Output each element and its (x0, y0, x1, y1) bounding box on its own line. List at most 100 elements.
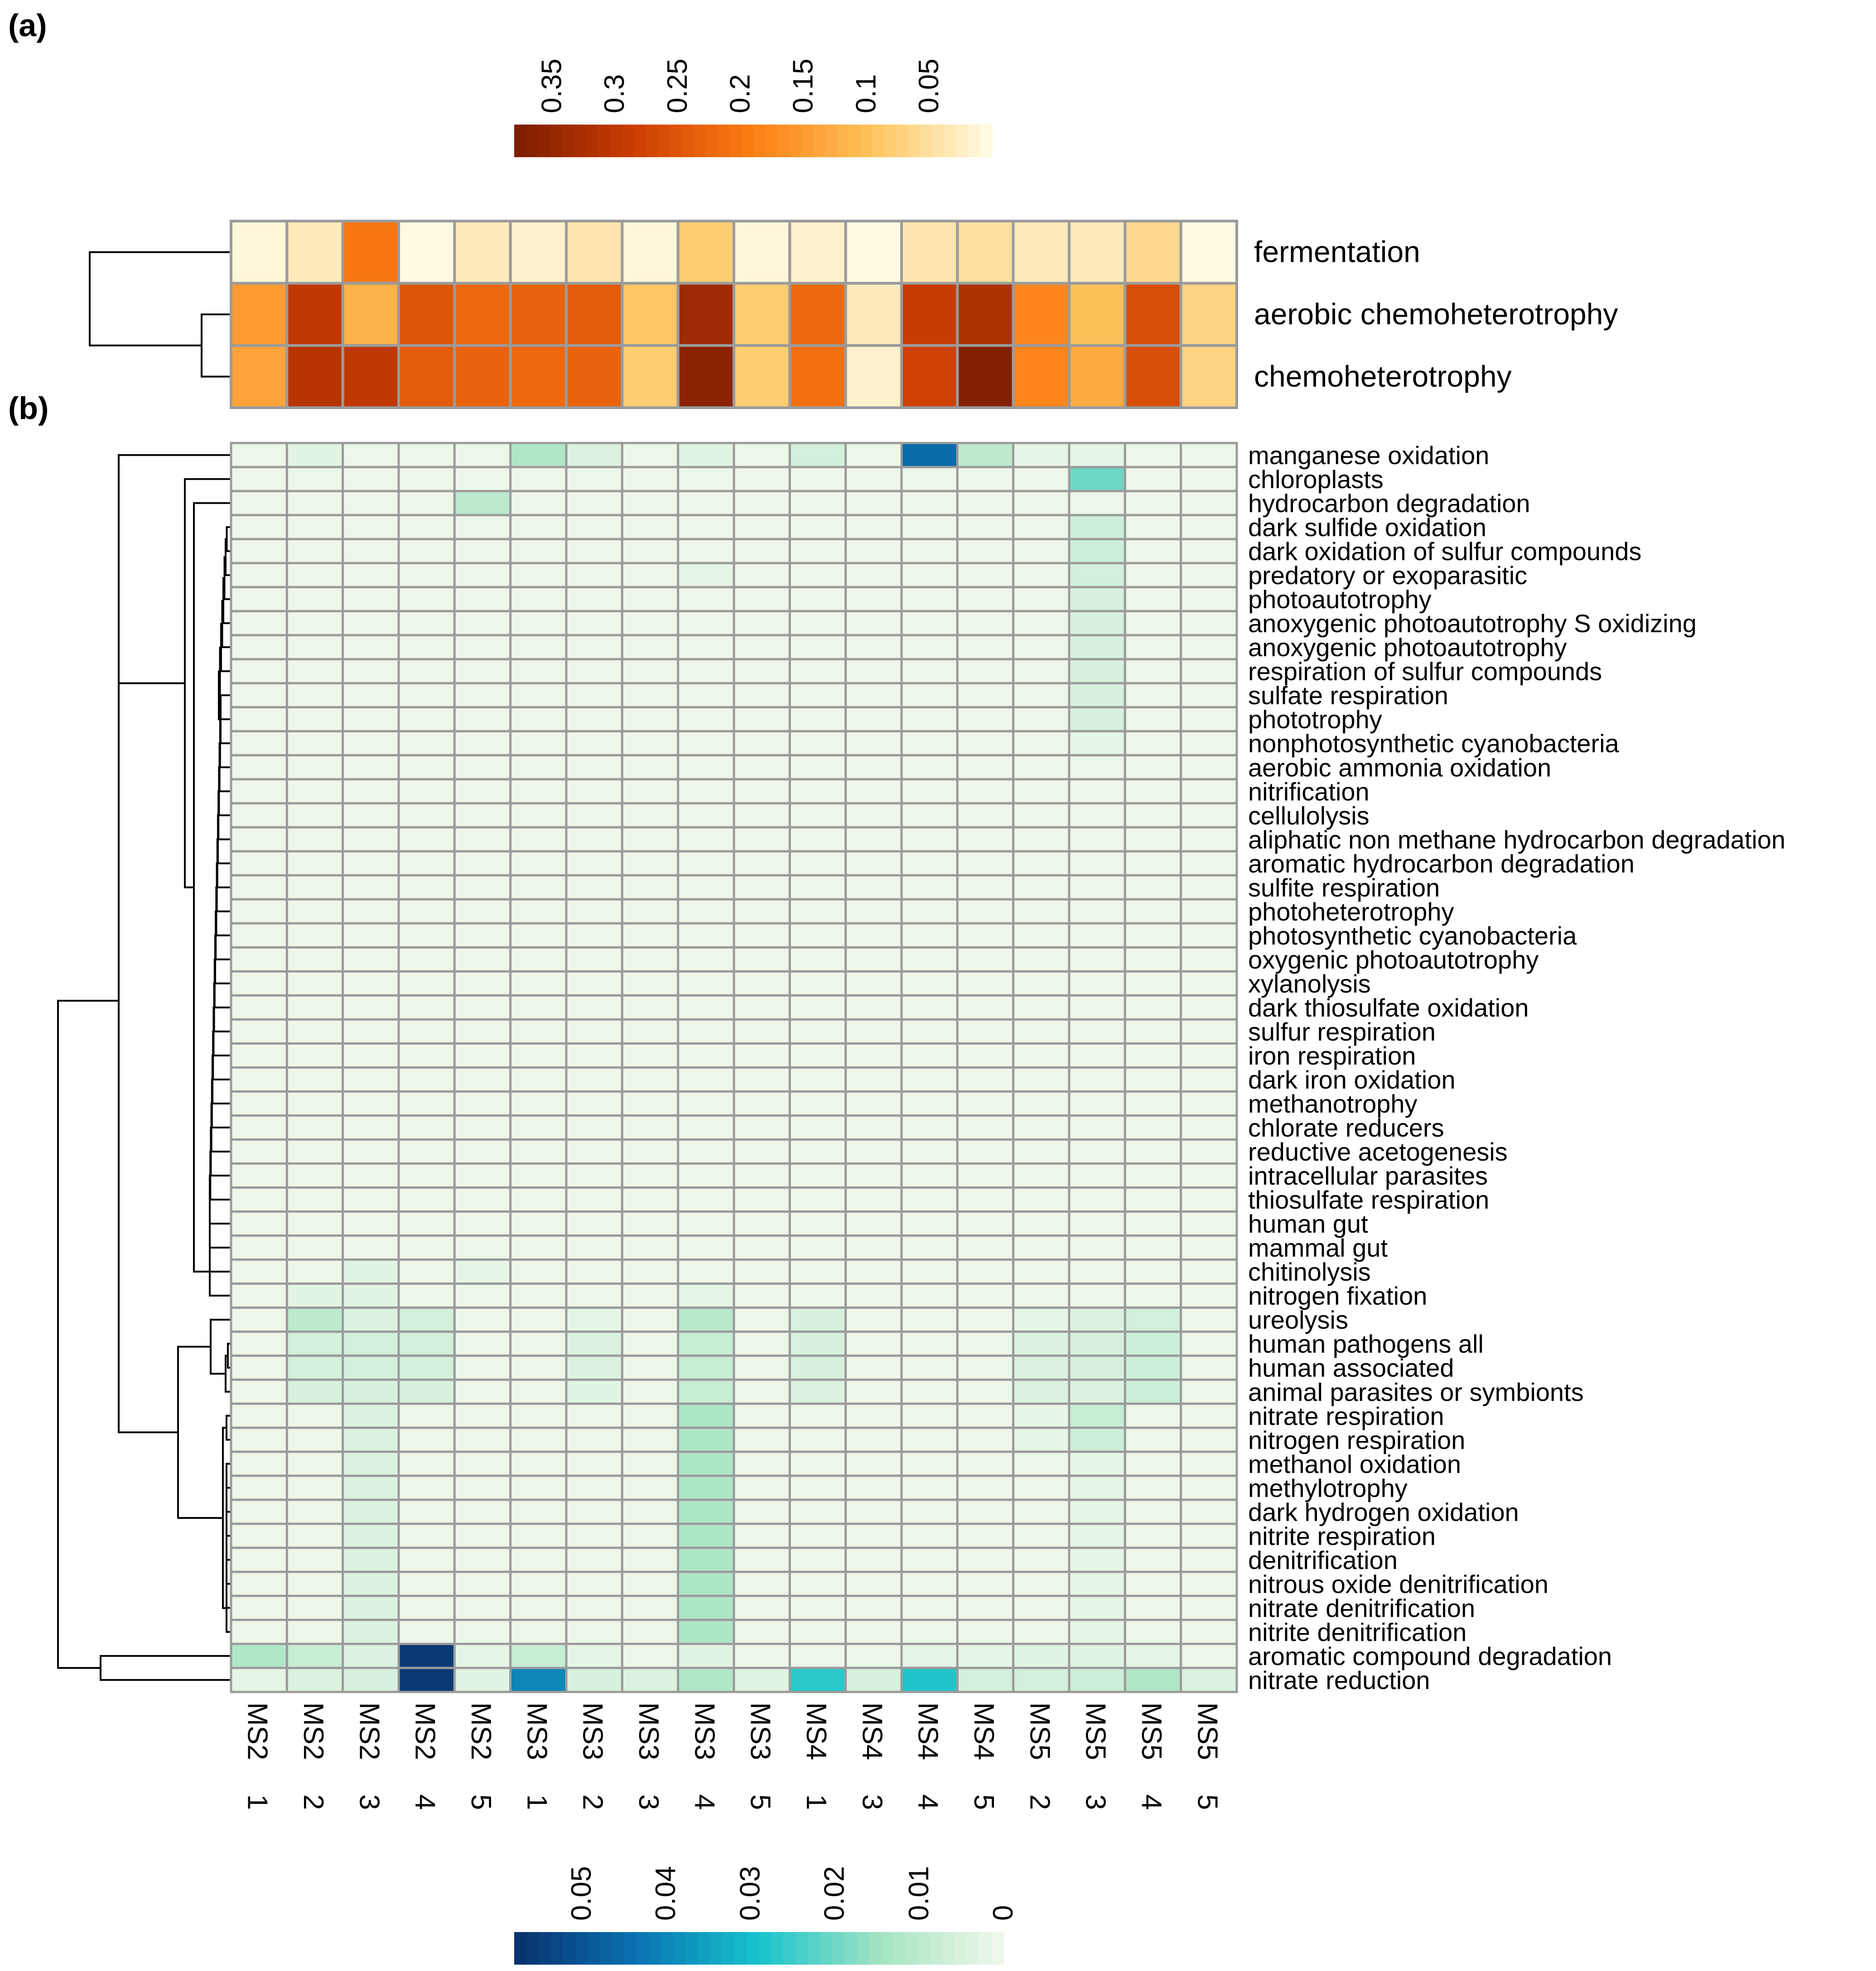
heatmap-b-cell (1124, 1451, 1182, 1477)
heatmap-b-row-label: dark thiosulfate oxidation (1248, 993, 1529, 1022)
heatmap-b-cell (677, 850, 735, 877)
heatmap-b-cell (397, 466, 456, 492)
colorbar-a-swatch (789, 125, 801, 157)
heatmap-a-cell (956, 282, 1015, 347)
column-label-replicate: 4 (1136, 1794, 1167, 1810)
heatmap-b-cell (900, 586, 959, 612)
heatmap-a-cell (676, 344, 735, 410)
heatmap-b-cell (1124, 1595, 1182, 1621)
heatmap-b-cell (1068, 1258, 1126, 1285)
heatmap-b-cell (677, 1210, 735, 1237)
heatmap-b-cell (285, 1186, 344, 1213)
colorbar-a-swatch (514, 125, 527, 157)
heatmap-b-cell (1180, 826, 1238, 853)
heatmap-b-cell (285, 898, 344, 925)
heatmap-b-cell (677, 874, 735, 901)
heatmap-b-cell (565, 1451, 623, 1477)
heatmap-b-cell (621, 802, 680, 829)
heatmap-b-cell (1068, 850, 1126, 877)
heatmap-b-cell (453, 922, 512, 949)
heatmap-b-cell (1180, 946, 1238, 973)
heatmap-b-cell (285, 1378, 344, 1405)
heatmap-b-cell (900, 1499, 959, 1525)
heatmap-b-cell (677, 1354, 735, 1381)
colorbar-a-swatch (860, 125, 873, 157)
heatmap-b-cell (453, 466, 512, 492)
heatmap-b-cell (788, 946, 847, 973)
heatmap-b-cell (565, 1258, 623, 1285)
heatmap-b-cell (900, 514, 959, 540)
colorbar-a-swatch (968, 125, 981, 157)
heatmap-b-cell (1124, 970, 1182, 997)
heatmap-b-cell (1180, 682, 1238, 708)
heatmap-b-cell (677, 1547, 735, 1573)
heatmap-a-cell (788, 344, 847, 410)
colorbar-b-swatch (685, 1932, 698, 1965)
colorbar-a-swatch (646, 125, 658, 157)
column-label: MS2 3 (353, 1702, 385, 1810)
heatmap-b-cell (1068, 730, 1126, 757)
heatmap-b-cell (900, 1090, 959, 1117)
heatmap-b-cell (397, 1378, 456, 1405)
heatmap-b-cell (844, 1667, 903, 1693)
heatmap-b-cell (677, 1402, 735, 1429)
heatmap-b-row-label: sulfate respiration (1248, 681, 1448, 710)
heatmap-b-cell (900, 442, 959, 468)
heatmap-b-cell (788, 1018, 847, 1045)
heatmap-b-cell (285, 1402, 344, 1429)
heatmap-b-cell (453, 1499, 512, 1525)
heatmap-b-cell (285, 922, 344, 949)
colorbar-b-swatch (869, 1932, 882, 1965)
heatmap-b-cell (621, 634, 680, 660)
heatmap-b-cell (677, 898, 735, 925)
heatmap-a-cell (509, 282, 568, 347)
heatmap-b-cell (397, 610, 456, 636)
heatmap-b-cell (1012, 1018, 1071, 1045)
heatmap-b-cell (956, 634, 1015, 660)
heatmap-b-cell (788, 1667, 847, 1693)
heatmap-b-cell (621, 946, 680, 973)
heatmap-b-cell (1012, 1162, 1071, 1189)
heatmap-b-cell (621, 586, 680, 612)
heatmap-b-row-label: hydrocarbon degradation (1248, 489, 1530, 518)
heatmap-b-cell (453, 754, 512, 781)
heatmap-b-row-label: aromatic compound degradation (1248, 1642, 1612, 1670)
heatmap-b-cell (621, 1354, 680, 1381)
heatmap-b-cell (900, 970, 959, 997)
heatmap-b-cell (677, 1138, 735, 1165)
heatmap-b-cell (621, 442, 680, 468)
heatmap-b-cell (509, 970, 568, 997)
heatmap-b-cell (900, 1018, 959, 1045)
heatmap-b-cell (453, 850, 512, 877)
heatmap-b-cell (1012, 874, 1071, 901)
heatmap-b-cell (788, 1499, 847, 1525)
heatmap-a (230, 220, 1239, 410)
heatmap-b-cell (956, 946, 1015, 973)
heatmap-b-cell (621, 466, 680, 492)
heatmap-b-cell (565, 970, 623, 997)
heatmap-a-cell (397, 220, 456, 285)
heatmap-b-cell (342, 1523, 400, 1549)
column-label: MS5 3 (1080, 1702, 1111, 1810)
heatmap-b-cell (397, 1595, 456, 1621)
heatmap-b-cell (509, 1066, 568, 1093)
heatmap-b-cell (900, 1114, 959, 1141)
heatmap-b-cell (397, 1162, 456, 1189)
heatmap-b-cell (1012, 1643, 1071, 1669)
heatmap-b-cell (1012, 1138, 1071, 1165)
heatmap-b-cell (677, 490, 735, 516)
heatmap-a-cell (844, 344, 903, 410)
heatmap-b-cell (1180, 538, 1238, 564)
colorbar-a-swatch (884, 125, 897, 157)
heatmap-b-cell (285, 634, 344, 660)
heatmap-b-cell (1068, 874, 1126, 901)
heatmap-b-cell (397, 562, 456, 588)
heatmap-b-cell (844, 442, 903, 468)
heatmap-b-cell (844, 1547, 903, 1573)
heatmap-b-cell (844, 1595, 903, 1621)
heatmap-b-cell (509, 754, 568, 781)
heatmap-b-cell (1180, 778, 1238, 805)
heatmap-b-cell (733, 1138, 791, 1165)
heatmap-b-cell (342, 1282, 400, 1309)
heatmap-b-cell (1068, 538, 1126, 564)
